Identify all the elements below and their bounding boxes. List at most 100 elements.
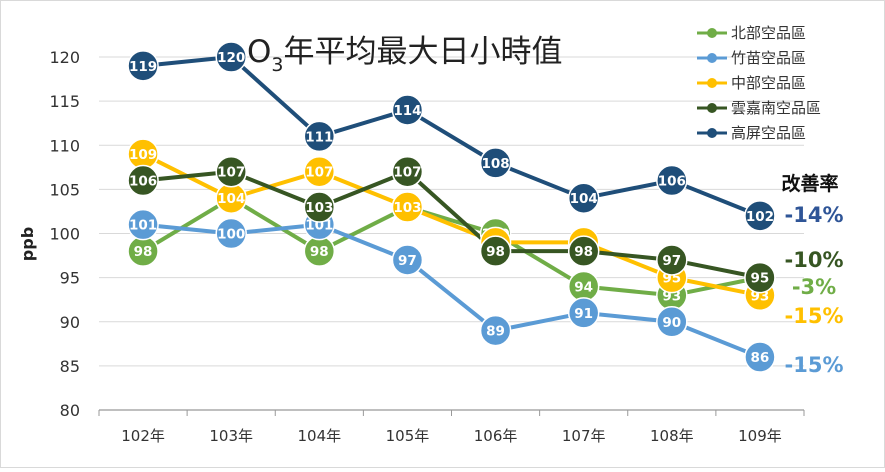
legend-swatch-marker	[707, 103, 717, 113]
x-tick-label: 105年	[386, 427, 430, 445]
chart-title: O3年平均最大日小時值	[247, 34, 563, 76]
data-point	[391, 155, 424, 188]
data-point	[567, 182, 600, 214]
legend-label: 雲嘉南空品區	[731, 99, 821, 117]
legend-label: 竹苗空品區	[731, 49, 806, 67]
data-label: 119	[129, 59, 157, 75]
data-point	[479, 235, 512, 267]
legend-swatch-marker	[707, 128, 717, 138]
data-label: 98	[134, 244, 153, 260]
improvement-rate-value: -15%	[785, 304, 844, 328]
data-label: 97	[398, 253, 417, 269]
data-label: 104	[570, 191, 598, 207]
data-point	[127, 164, 159, 197]
y-tick-label: 80	[60, 401, 80, 420]
x-tick-label: 108年	[650, 427, 694, 445]
data-label: 103	[393, 200, 421, 216]
improvement-rate-value: -15%	[785, 353, 844, 377]
improvement-rates: -3% -15% -15% -10% -14%	[785, 203, 844, 377]
data-label: 98	[574, 244, 593, 260]
data-label: 107	[217, 165, 245, 181]
data-point	[744, 261, 776, 294]
series-markers: 9810498103100949395101100101978991908610…	[127, 41, 776, 373]
data-label: 106	[658, 174, 686, 190]
data-point	[215, 217, 247, 250]
data-label: 104	[217, 191, 245, 207]
y-tick-label: 105	[49, 180, 80, 199]
data-label: 91	[574, 306, 593, 322]
data-point	[744, 341, 776, 373]
y-tick-label: 90	[60, 313, 80, 332]
data-label: 90	[662, 315, 681, 331]
data-point	[303, 191, 336, 223]
data-label: 107	[305, 165, 333, 181]
data-label: 94	[574, 279, 593, 295]
data-point	[303, 155, 336, 188]
x-tick-label: 104年	[297, 427, 341, 445]
data-label: 114	[393, 103, 421, 119]
data-point	[127, 208, 159, 241]
y-tick-label: 85	[60, 357, 80, 376]
data-point	[479, 314, 512, 347]
improvement-rate-value: -10%	[785, 248, 844, 272]
chart-title-main: O	[247, 34, 271, 70]
data-label: 109	[129, 147, 157, 163]
chart-title-subscript: 3	[271, 54, 283, 76]
data-label: 120	[217, 50, 245, 66]
data-label: 103	[305, 200, 333, 216]
data-label: 97	[662, 253, 681, 269]
y-tick-label: 115	[49, 92, 80, 111]
data-label: 89	[486, 324, 505, 340]
data-point	[215, 41, 247, 73]
data-point	[656, 244, 688, 276]
y-tick-label: 110	[49, 136, 80, 155]
legend-label: 中部空品區	[731, 74, 806, 92]
data-label: 107	[393, 165, 421, 181]
data-label: 98	[486, 244, 505, 260]
data-label: 86	[751, 350, 770, 366]
y-tick-label: 120	[49, 48, 80, 67]
improvement-rate-value: -3%	[792, 275, 836, 299]
data-point	[744, 200, 776, 232]
x-tick-label: 109年	[738, 427, 782, 445]
data-point	[479, 147, 512, 179]
x-tick-label: 107年	[562, 427, 606, 445]
data-label: 100	[217, 227, 245, 243]
data-point	[567, 297, 600, 329]
y-tick-label: 95	[60, 269, 80, 288]
data-point	[567, 235, 600, 267]
legend-label: 北部空品區	[731, 24, 806, 42]
data-point	[391, 191, 424, 223]
data-point	[656, 306, 688, 338]
legend-swatch-marker	[707, 78, 717, 88]
data-label: 106	[129, 174, 157, 190]
data-point	[391, 94, 424, 126]
improvement-rate-label: 改善率	[781, 172, 838, 195]
legend-label: 高屏空品區	[731, 124, 806, 142]
legend-swatch-marker	[707, 53, 717, 63]
data-label: 101	[305, 218, 333, 234]
data-label: 102	[746, 209, 774, 225]
y-axis-label: ppb	[18, 227, 37, 261]
x-tick-label: 103年	[209, 427, 253, 445]
data-point	[656, 164, 688, 197]
chart-title-rest: 年平均最大日小時值	[284, 34, 563, 70]
axes: 80 85 90 95 100 105 110 115 120 102年 103年 104年 105年 1…	[49, 48, 805, 445]
data-label: 98	[310, 244, 329, 260]
data-point	[303, 120, 336, 153]
data-point	[391, 244, 424, 276]
data-label: 101	[129, 218, 157, 234]
improvement-rate-value: -14%	[785, 203, 844, 227]
y-tick-label: 100	[49, 225, 80, 244]
legend-swatch-marker	[707, 28, 717, 38]
x-tick-label: 106年	[474, 427, 518, 445]
data-point	[215, 155, 247, 188]
data-label: 95	[751, 271, 770, 287]
data-point	[127, 50, 159, 82]
data-label: 111	[305, 129, 333, 145]
x-tick-label: 102年	[121, 427, 165, 445]
data-label: 108	[481, 156, 509, 172]
